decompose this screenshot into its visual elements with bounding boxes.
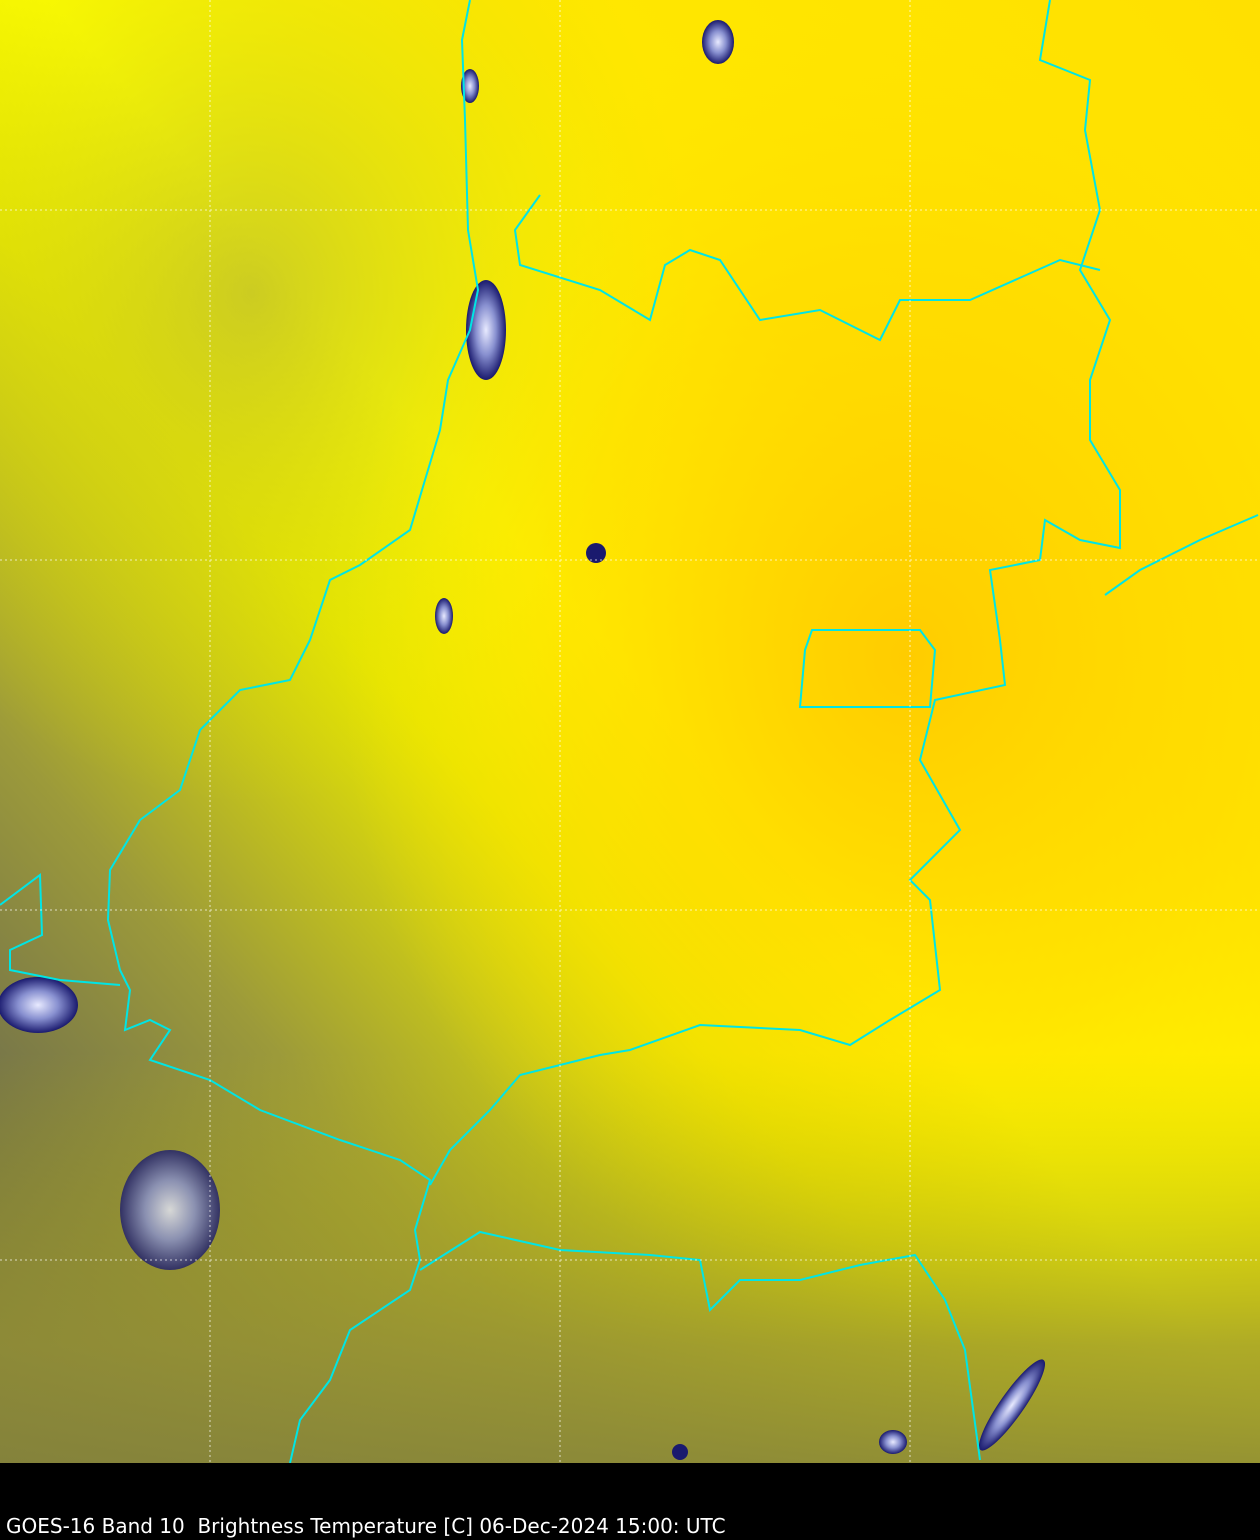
boundary-west bbox=[106, 0, 480, 1463]
boundary-northeast bbox=[1104, 514, 1259, 596]
cold-cloud-tops bbox=[0, 20, 1046, 1460]
boundary-east-region bbox=[429, 0, 1121, 1186]
cloud-cell bbox=[461, 69, 479, 103]
cloud-cell bbox=[466, 280, 506, 380]
cloud-cell bbox=[120, 1150, 220, 1270]
cloud-cell bbox=[586, 543, 606, 563]
image-caption: GOES-16 Band 10 Brightness Temperature [… bbox=[6, 1514, 726, 1538]
cloud-cell bbox=[978, 1359, 1046, 1451]
cloud-cell bbox=[672, 1444, 688, 1460]
boundary-southwest bbox=[0, 873, 121, 986]
cloud-cell bbox=[879, 1430, 907, 1454]
boundary-north bbox=[513, 194, 1101, 342]
cloud-cell bbox=[0, 977, 78, 1033]
brightness-temperature-map bbox=[0, 0, 1260, 1463]
cloud-cell bbox=[435, 598, 453, 634]
boundary-district bbox=[798, 629, 937, 708]
lat-lon-grid bbox=[0, 0, 1260, 1463]
cloud-cell bbox=[702, 20, 734, 64]
political-boundaries bbox=[0, 0, 1259, 1463]
